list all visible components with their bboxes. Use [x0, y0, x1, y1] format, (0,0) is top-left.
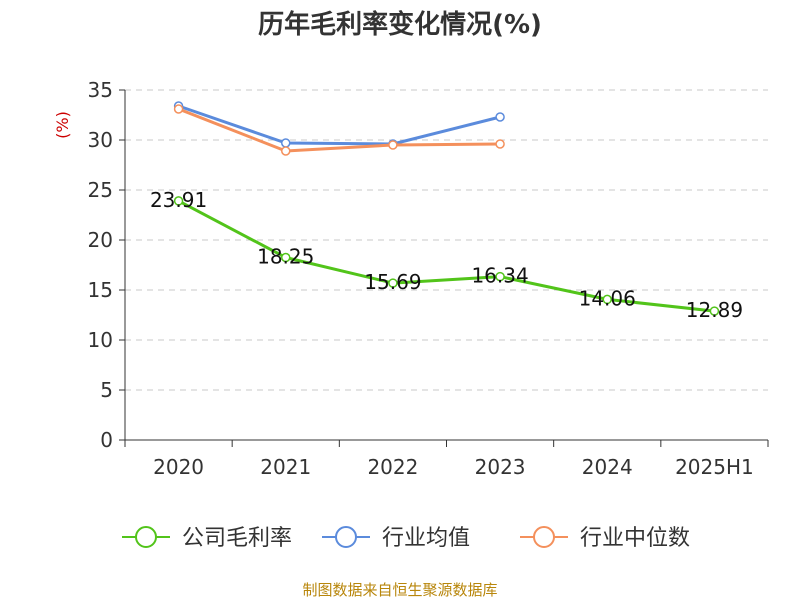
y-axis-label: (%) — [53, 111, 72, 139]
data-label-2021: 18.25 — [257, 245, 314, 269]
data-label-2022: 15.69 — [364, 270, 421, 294]
y-tick-label-5: 5 — [100, 378, 113, 402]
y-tick-label-10: 10 — [88, 328, 113, 352]
point-s2-2021 — [281, 146, 291, 156]
point-s0-2020 — [173, 196, 184, 206]
x-tick-label-2023: 2023 — [475, 455, 526, 479]
point-s2-2020 — [173, 104, 184, 114]
data-label-2024: 14.06 — [579, 286, 636, 310]
chart-title: 历年毛利率变化情况(%) — [258, 9, 542, 40]
point-s0-2021 — [281, 252, 291, 263]
x-tick-label-2022: 2022 — [367, 455, 418, 479]
data-labels: 23.91 18.25 15.69 16.34 14.06 12.89 — [150, 188, 743, 322]
source-note: 制图数据来自恒生聚源数据库 — [302, 581, 497, 599]
series-line-2 — [178, 107, 501, 153]
x-tick-label-2025H1: 2025H1 — [675, 455, 754, 479]
y-tick-label-30: 30 — [88, 128, 113, 152]
legend: 公司毛利率 行业均值 行业中位数 — [122, 526, 690, 551]
legend-marker-1 — [335, 526, 357, 548]
legend-marker-0 — [135, 526, 157, 548]
y-tick-label-20: 20 — [88, 228, 113, 252]
x-tick-label-2021: 2021 — [260, 455, 311, 479]
y-tick-label-35: 35 — [88, 78, 113, 102]
point-s0-2024 — [602, 294, 612, 305]
data-label-2023: 16.34 — [471, 264, 528, 288]
data-label-2020: 23.91 — [150, 188, 207, 212]
series-layer — [173, 101, 720, 316]
y-tick-label-0: 0 — [100, 428, 113, 452]
legend-label-0: 公司毛利率 — [182, 526, 292, 551]
legend-label-2: 行业中位数 — [580, 526, 690, 551]
x-tick-label-2020: 2020 — [153, 455, 204, 479]
point-s1-2023 — [495, 112, 505, 122]
data-label-2025H1: 12.89 — [686, 298, 743, 322]
point-s0-2022 — [388, 278, 398, 288]
legend-label-1: 行业均值 — [382, 526, 470, 551]
series-line-0 — [177, 199, 715, 313]
point-s1-2021 — [281, 138, 291, 148]
y-tick-label-15: 15 — [88, 278, 113, 302]
x-tick-label-2024: 2024 — [582, 455, 633, 479]
y-tick-label-25: 25 — [88, 178, 113, 202]
gridlines — [125, 89, 768, 391]
point-s0-2025H1 — [709, 306, 720, 316]
point-s2-2022 — [388, 140, 398, 150]
axes: 0 5 10 15 20 25 30 35 2020 2021 2022 2023 2024 2025H1 — [88, 78, 769, 479]
point-s2-2023 — [495, 139, 505, 149]
series-line-1 — [178, 104, 501, 146]
point-s0-2023 — [495, 271, 505, 282]
legend-marker-2 — [533, 526, 555, 548]
